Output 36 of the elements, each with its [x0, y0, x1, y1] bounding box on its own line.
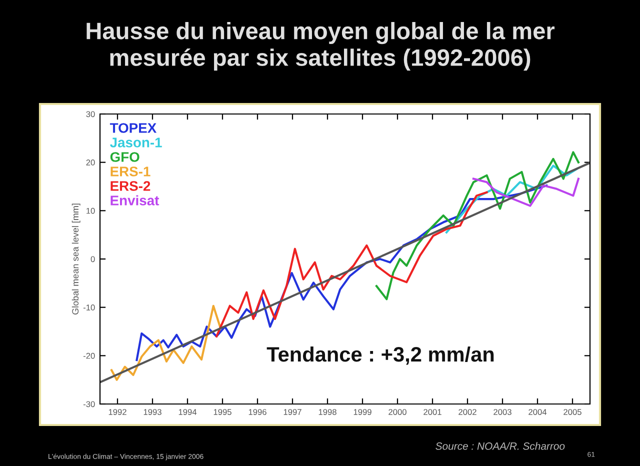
y-tick-label: 30: [86, 111, 95, 118]
x-tick-label: 1998: [318, 409, 336, 415]
x-tick-label: 2005: [564, 409, 582, 415]
line-series: [375, 151, 580, 300]
line-series: [445, 164, 578, 234]
text: GFO: [110, 152, 140, 162]
x-tick-label: 2004: [528, 409, 547, 415]
x-tick-label: 1992: [108, 409, 126, 415]
annotation: Tendance : +3,2 mm/an: [266, 346, 494, 365]
x-tick-label: 1997: [284, 409, 302, 415]
x-tick-label: 2003: [494, 409, 512, 415]
text: ERS-1: [110, 166, 150, 176]
x-tick-label: 1994: [178, 409, 197, 415]
x-tick-label: 1993: [144, 409, 162, 415]
text: Envisat: [110, 195, 160, 206]
y-tick-label: 0: [90, 256, 95, 262]
x-tick-label: 2000: [388, 409, 406, 415]
x-tick-label: 2001: [424, 409, 442, 415]
y-axis-title: Global mean sea level [mm]: [72, 204, 80, 314]
x-tick-label: 1999: [354, 409, 372, 415]
line-series: [110, 304, 222, 381]
text: ERS-2: [110, 181, 150, 191]
x-tick-label: 1995: [214, 409, 232, 415]
line-series: [472, 178, 580, 207]
y-tick-label: -30: [83, 401, 95, 408]
x-tick-label: 2002: [458, 409, 476, 415]
line-series: [216, 191, 488, 338]
chart-title: Hausse du niveau moyen global de la mer mesurée par six satellites (1992-2006): [86, 22, 555, 71]
y-tick-label: -10: [83, 304, 95, 310]
y-tick-label: 10: [86, 208, 95, 214]
text: TOPEX: [110, 123, 157, 133]
text: Jason-1: [110, 138, 162, 148]
y-tick-label: 20: [86, 160, 95, 166]
y-tick-label: -20: [83, 352, 95, 359]
source-note: Source : NOAA/R. Scharroo: [436, 442, 565, 450]
x-tick-label: 1996: [248, 409, 266, 415]
